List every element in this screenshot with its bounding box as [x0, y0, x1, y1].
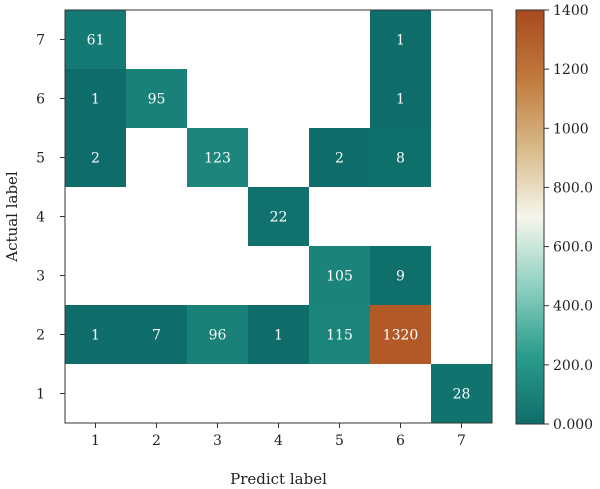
x-tick-label: 4 — [274, 433, 283, 449]
y-tick-label: 5 — [36, 151, 45, 167]
cell-value-label: 1 — [91, 328, 100, 344]
heatmap-cell — [126, 305, 187, 364]
y-tick-label: 6 — [36, 92, 45, 108]
heatmap-cell — [431, 364, 492, 423]
x-axis-label: Predict label — [230, 470, 327, 488]
heatmap-cell — [370, 305, 431, 364]
y-tick-label: 3 — [36, 269, 45, 285]
heatmap-cell — [248, 305, 309, 364]
y-tick-label: 4 — [36, 210, 45, 226]
heatmap-cell — [65, 128, 126, 187]
heatmap-cell — [309, 305, 370, 364]
x-tick-label: 6 — [396, 433, 405, 449]
cell-value-label: 1 — [274, 328, 283, 344]
cell-value-label: 7 — [152, 328, 161, 344]
heatmap-cell — [370, 128, 431, 187]
colorbar-tick-label: 600.0 — [553, 240, 593, 256]
colorbar-gradient — [515, 9, 545, 425]
heatmap-cell — [126, 69, 187, 128]
y-tick-label: 2 — [36, 328, 45, 344]
cell-value-label: 1 — [91, 92, 100, 108]
cell-value-label: 8 — [396, 151, 405, 167]
cell-value-label: 61 — [87, 33, 105, 49]
x-tick-label: 3 — [213, 433, 222, 449]
y-tick-label: 7 — [36, 33, 45, 49]
heatmap-cell — [309, 128, 370, 187]
heatmap-cell — [65, 305, 126, 364]
heatmap-cell — [187, 305, 248, 364]
colorbar-tick-label: 800.0 — [553, 180, 593, 196]
colorbar-tick-label: 1000 — [553, 121, 589, 137]
heatmap-cell — [65, 69, 126, 128]
cell-value-label: 96 — [209, 328, 227, 344]
cell-value-label: 1320 — [383, 328, 419, 344]
y-axis-ticks: 1 2 3 4 5 6 7 — [36, 33, 65, 403]
colorbar: 0.000 200.0 400.0 600.0 800.0 1000 1200 1400 — [515, 3, 593, 433]
cell-value-label: 95 — [148, 92, 166, 108]
cell-value-label: 2 — [91, 151, 100, 167]
heatmap-cell — [309, 246, 370, 305]
x-tick-label: 1 — [91, 433, 100, 449]
cell-value-label: 123 — [204, 151, 231, 167]
heatmap-cell — [65, 10, 126, 69]
y-axis-label: Actual label — [3, 171, 21, 263]
cell-value-label: 2 — [335, 151, 344, 167]
heatmap-cell — [370, 69, 431, 128]
x-tick-label: 2 — [152, 433, 161, 449]
cell-value-label: 1 — [396, 92, 405, 108]
heatmap-cell — [370, 10, 431, 69]
cell-value-label: 105 — [326, 269, 353, 285]
colorbar-tick-label: 0.000 — [553, 417, 593, 433]
heatmap-cell — [187, 128, 248, 187]
cell-value-label: 9 — [396, 269, 405, 285]
colorbar-tick-label: 200.0 — [553, 358, 593, 374]
cell-value-label: 1 — [396, 33, 405, 49]
colorbar-tick-label: 1200 — [553, 62, 589, 78]
cell-value-label: 115 — [326, 328, 353, 344]
x-tick-label: 5 — [335, 433, 344, 449]
y-tick-label: 1 — [36, 387, 45, 403]
cell-value-label: 28 — [453, 387, 471, 403]
colorbar-tick-label: 1400 — [553, 3, 589, 19]
heatmap-cell — [248, 187, 309, 246]
x-axis-ticks: 1 2 3 4 5 6 7 — [91, 423, 466, 449]
colorbar-tick-label: 400.0 — [553, 299, 593, 315]
cell-value-label: 22 — [270, 210, 288, 226]
heatmap-cell — [370, 246, 431, 305]
x-tick-label: 7 — [457, 433, 466, 449]
